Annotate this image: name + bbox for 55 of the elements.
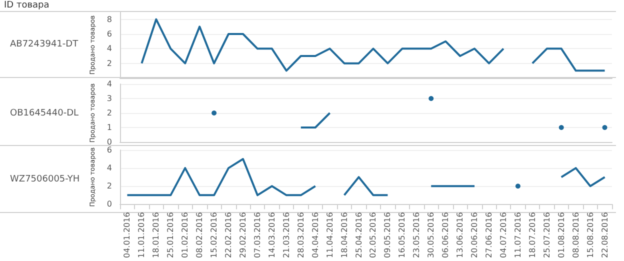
text: OB1645440-DL (10, 108, 79, 118)
text: ID товара (4, 0, 50, 10)
y-tick-label: 3 (106, 94, 112, 103)
x-tick-label: 25.01.2016 (166, 212, 176, 258)
x-tick-label: 22.02.2016 (224, 212, 234, 258)
x-tick-label: 06.06.2016 (441, 212, 450, 258)
y-tick-label: 4 (106, 44, 112, 54)
x-tick-label: 11.01.2016 (137, 212, 146, 258)
y-tick-label: 4 (106, 80, 112, 88)
x-tick-label: 15.02.2016 (210, 212, 219, 258)
x-tick-label: 13.06.2016 (456, 212, 465, 258)
y-tick-label: 6 (106, 30, 112, 38)
x-tick-label: 25.04.2016 (354, 212, 364, 258)
x-tick-label: 18.01.2016 (152, 212, 161, 258)
text: WZ7506005-YH (10, 174, 80, 184)
x-tick-label: 08.02.2016 (195, 212, 204, 258)
x-tick-label: 01.08.2016 (556, 212, 566, 258)
x-tick-label: 07.03.2016 (252, 212, 262, 258)
point (428, 96, 434, 101)
x-tick-label: 16.05.2016 (398, 212, 407, 258)
x-tick-label: 22.08.2016 (600, 212, 610, 258)
x-tick-label: 30.05.2016 (426, 212, 436, 258)
x-tick-label: 11.04.2016 (325, 212, 334, 258)
x-tick-label: 11.07.2016 (513, 212, 522, 258)
y-tick-label: 8 (106, 14, 112, 24)
y-tick-label: 2 (106, 182, 112, 191)
y-tick-label: 4 (106, 164, 112, 173)
x-tick-label: 25.07.2016 (542, 212, 552, 258)
y-tick-label: 2 (106, 108, 112, 118)
x-tick-label: 01.02.2016 (180, 212, 190, 258)
x-tick-label: 08.08.2016 (571, 212, 580, 258)
y-tick-label: 2 (106, 58, 112, 68)
text: AB7243941-DT (10, 40, 79, 50)
x-tick-label: 27.06.2016 (484, 212, 494, 258)
x-tick-label: 14.03.2016 (267, 212, 276, 258)
point (212, 110, 217, 116)
x-tick-label: 04.04.2016 (310, 212, 320, 258)
y-tick-label: 0 (106, 200, 112, 209)
x-tick-label: 29.02.2016 (238, 212, 248, 258)
x-tick-label: 04.07.2016 (498, 212, 508, 258)
x-tick-label: 04.01.2016 (122, 212, 132, 258)
x-tick-label: 09.05.2016 (383, 212, 392, 258)
point (602, 125, 608, 130)
x-tick-label: 28.03.2016 (296, 212, 306, 258)
y-tick-label: 6 (106, 146, 112, 154)
y-tick-label: 1 (106, 123, 112, 132)
x-tick-label: 02.05.2016 (368, 212, 378, 258)
x-tick-label: 15.08.2016 (586, 212, 595, 258)
x-tick-label: 23.05.2016 (412, 212, 422, 258)
x-tick-label: 21.03.2016 (282, 212, 291, 258)
y-tick-label: 0 (106, 138, 112, 146)
x-tick-label: 20.06.2016 (470, 212, 480, 258)
point (558, 125, 564, 130)
x-tick-label: 18.07.2016 (528, 212, 537, 258)
x-tick-label: 18.04.2016 (340, 212, 349, 258)
